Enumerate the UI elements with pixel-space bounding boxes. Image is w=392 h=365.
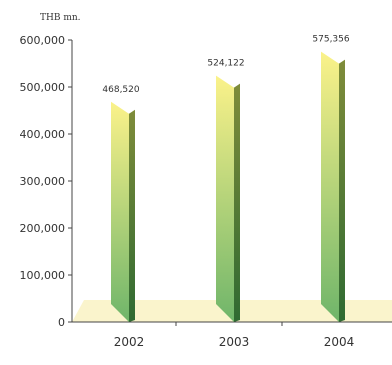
y-tick-label: 0 [58, 316, 65, 329]
bar-front-face [111, 101, 129, 323]
y-tick-label: 500,000 [20, 81, 66, 94]
bar-front-face [321, 51, 339, 323]
y-axis-unit-label: THB mn. [40, 13, 81, 23]
bar-side-face [234, 83, 240, 322]
y-tick-label: 200,000 [20, 222, 66, 235]
bar-2002: 468,520 [102, 85, 140, 323]
x-axis-ticks: 2002 2003 2004 [114, 322, 355, 349]
bar-value-label: 575,356 [312, 35, 349, 45]
y-tick-label: 100,000 [20, 269, 66, 282]
y-axis-ticks: 0 100,000 200,000 300,000 400,000 500,000 600,… [20, 34, 72, 329]
y-tick-label: 300,000 [20, 175, 66, 188]
bar-front-face [216, 75, 234, 322]
bar-value-label: 524,122 [207, 59, 244, 69]
x-tick-label: 2003 [219, 335, 250, 349]
bar-series: 468,520 524,122 575,356 [102, 35, 350, 323]
bar-side-face [129, 109, 135, 323]
bar-side-face [339, 59, 345, 323]
x-tick-label: 2004 [324, 335, 355, 349]
bar-value-label: 468,520 [102, 85, 139, 95]
bar-2003: 524,122 [207, 59, 245, 322]
x-tick-label: 2002 [114, 335, 145, 349]
bar-2004: 575,356 [312, 35, 350, 323]
y-tick-label: 400,000 [20, 128, 66, 141]
y-tick-label: 600,000 [20, 34, 66, 47]
